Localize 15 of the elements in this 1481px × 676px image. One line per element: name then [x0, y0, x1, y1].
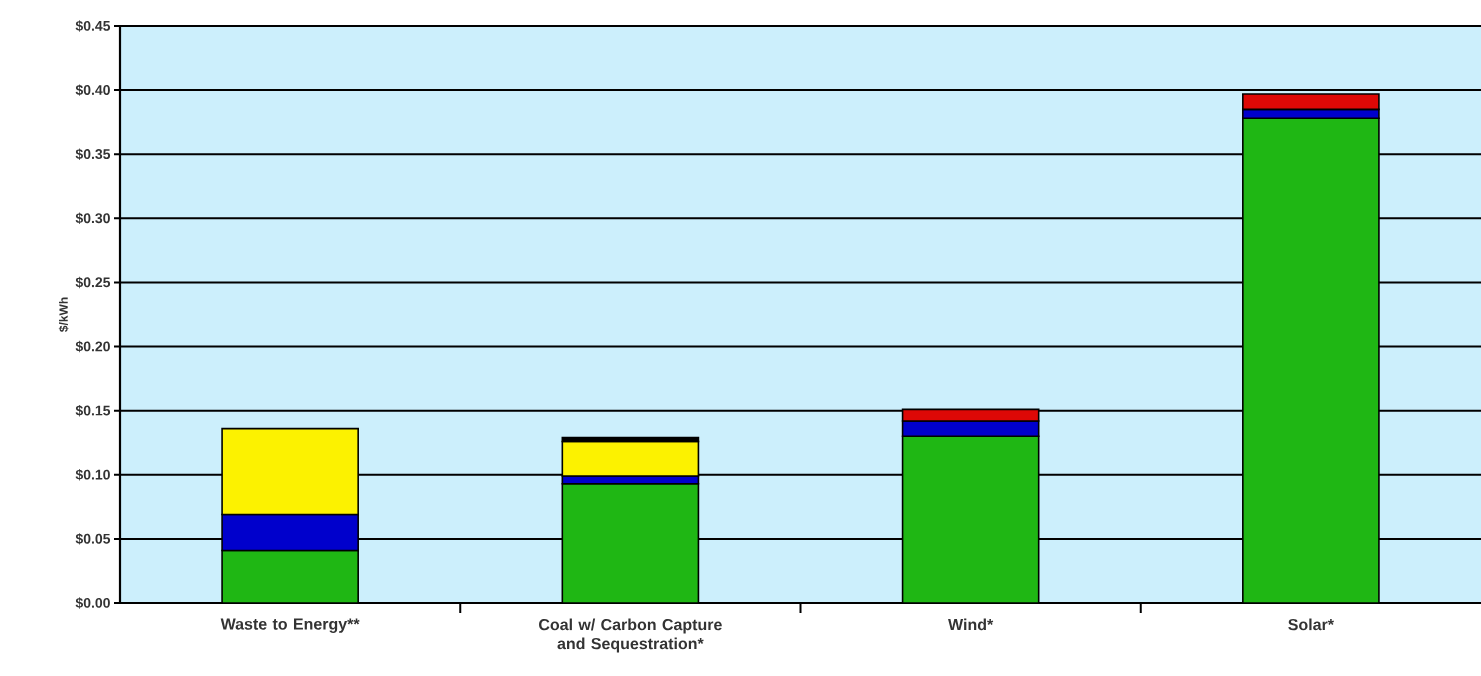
x-tick-label: Coal w/ Carbon Capture and Sequestration* [539, 618, 722, 653]
y-tick-label: $0.25 [75, 276, 111, 289]
y-tick-label: $0.40 [75, 84, 110, 96]
y-tick-label: $0.15 [75, 404, 111, 417]
x-tick-label: Waste to Energy** [220, 618, 360, 633]
y-tick-label: $0.00 [75, 597, 110, 609]
x-tick-label: Wind* [948, 618, 994, 631]
y-tick-label: $0.10 [75, 469, 110, 481]
y-axis-title: $/kWh [58, 297, 69, 333]
x-tick-label: Solar* [1288, 618, 1334, 631]
y-tick-label: $0.35 [75, 148, 111, 160]
y-tick-label: $0.20 [75, 340, 110, 353]
y-tick-label: $0.45 [75, 20, 111, 32]
y-tick-label: $0.05 [75, 533, 111, 545]
y-tick-label: $0.30 [75, 212, 110, 225]
